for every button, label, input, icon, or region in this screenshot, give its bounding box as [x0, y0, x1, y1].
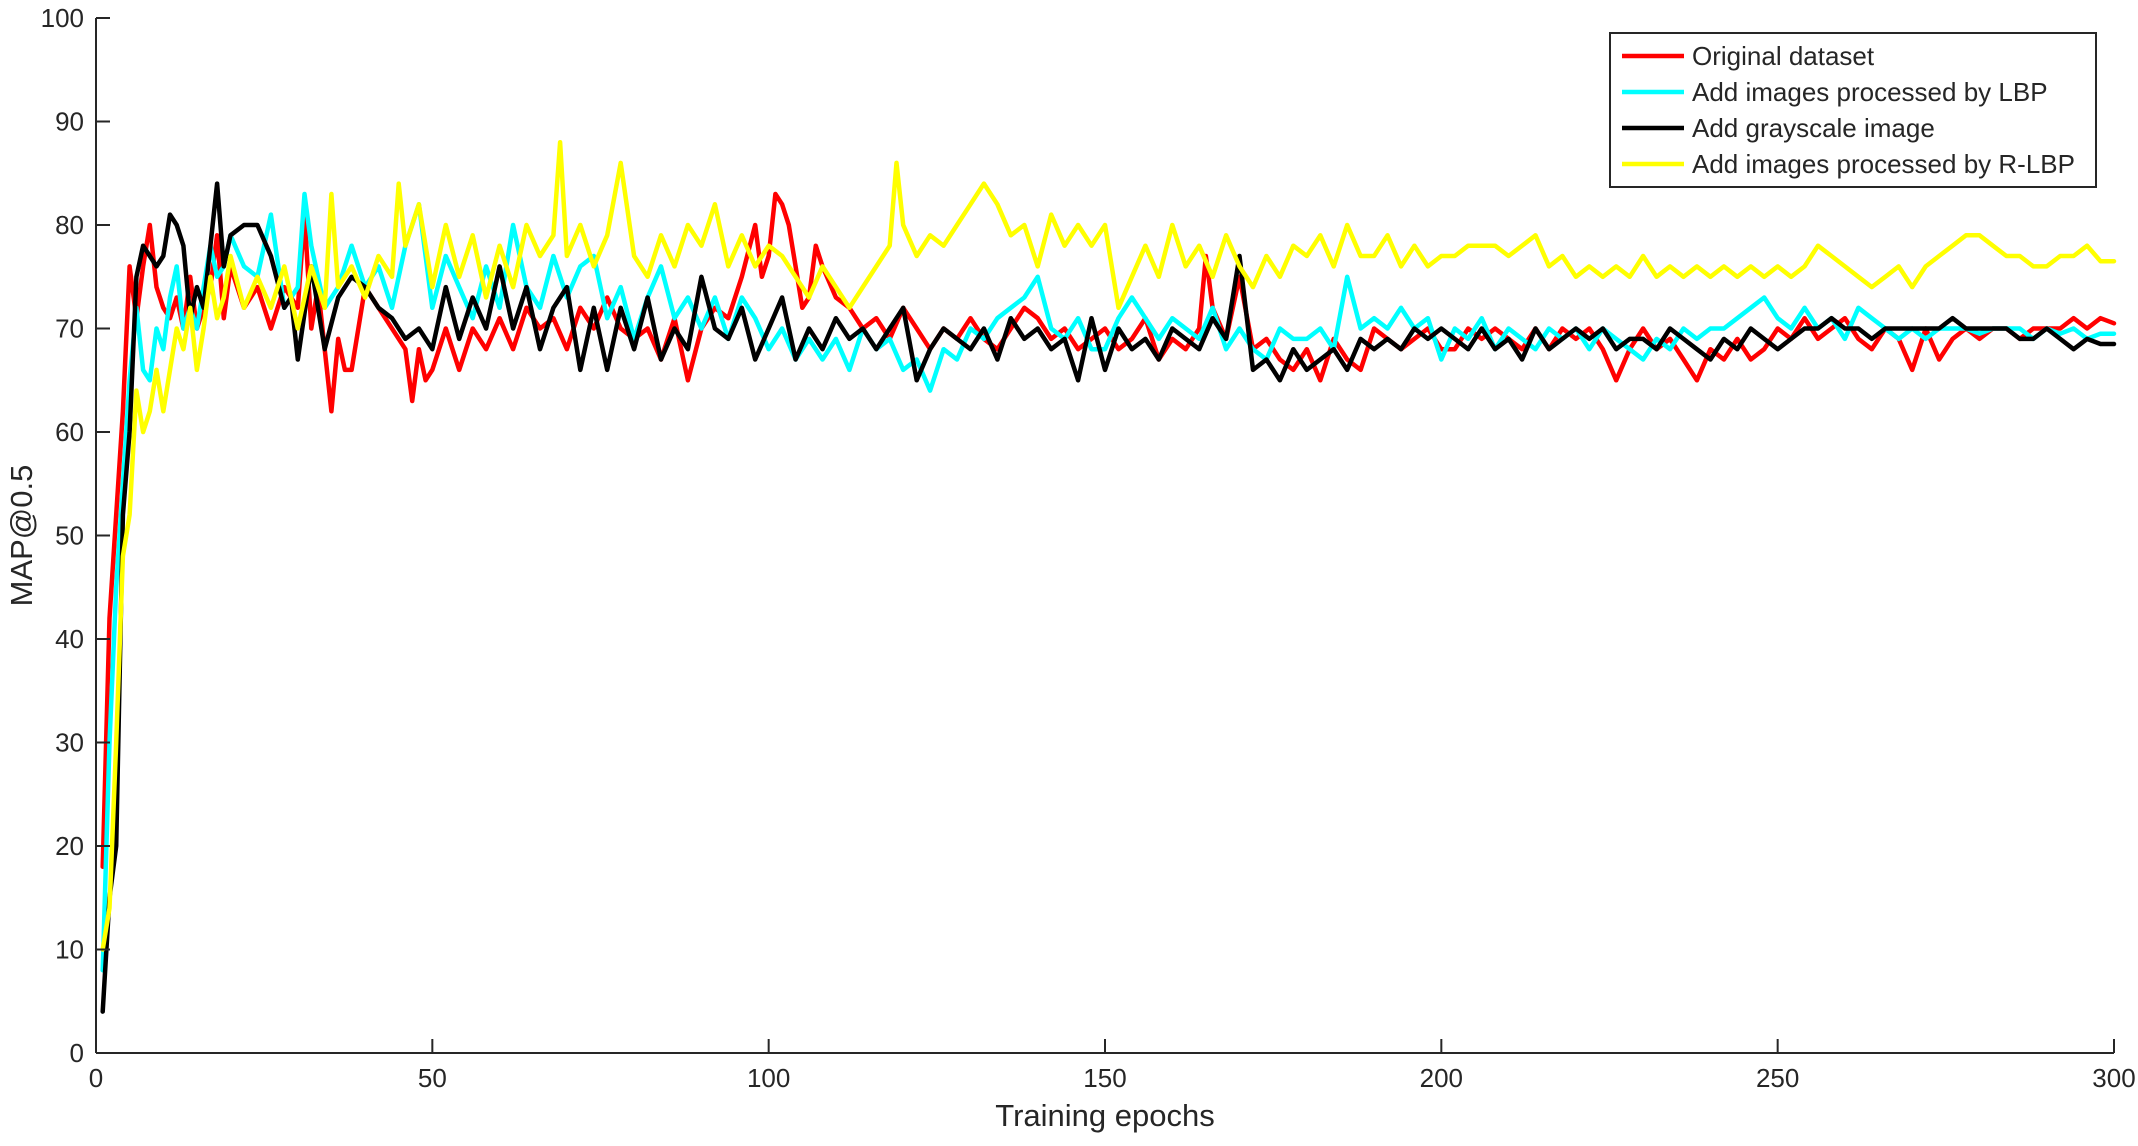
x-tick-label: 250 [1756, 1063, 1799, 1093]
y-tick-label: 30 [55, 728, 84, 758]
y-tick-label: 50 [55, 521, 84, 551]
y-tick-label: 100 [41, 3, 84, 33]
series-line-3 [100, 181, 2117, 1014]
series-line-4 [100, 139, 2117, 952]
legend-label: Add images processed by LBP [1692, 77, 2048, 107]
y-tick-label: 40 [55, 624, 84, 654]
x-axis-title: Training epochs [995, 1098, 1214, 1133]
axes-group: 0 50 100 150 200 250 300 0 10 20 30 40 50 60 70 80 90 100 [41, 3, 2136, 1093]
x-tick-label: 300 [2092, 1063, 2135, 1093]
legend-label: Add images processed by R-LBP [1692, 149, 2075, 179]
y-tick-label: 0 [70, 1038, 84, 1068]
legend-label: Original dataset [1692, 41, 1875, 71]
series-group [100, 139, 2117, 1014]
y-axis-title: MAP@0.5 [4, 465, 39, 607]
y-tick-label: 60 [55, 417, 84, 447]
x-tick-label: 200 [1420, 1063, 1463, 1093]
legend-label: Add grayscale image [1692, 113, 1935, 143]
series-line-1 [100, 191, 2117, 869]
x-tick-label: 150 [1083, 1063, 1126, 1093]
y-tick-label: 90 [55, 107, 84, 137]
y-tick-label: 80 [55, 210, 84, 240]
legend: Original dataset Add images processed by … [1609, 32, 2097, 188]
x-tick-label: 100 [747, 1063, 790, 1093]
y-tick-label: 10 [55, 935, 84, 965]
x-tick-label: 50 [418, 1063, 447, 1093]
y-tick-label: 70 [55, 314, 84, 344]
legend-box [1609, 32, 2097, 188]
y-tick-label: 20 [55, 831, 84, 861]
x-tick-label: 0 [89, 1063, 103, 1093]
